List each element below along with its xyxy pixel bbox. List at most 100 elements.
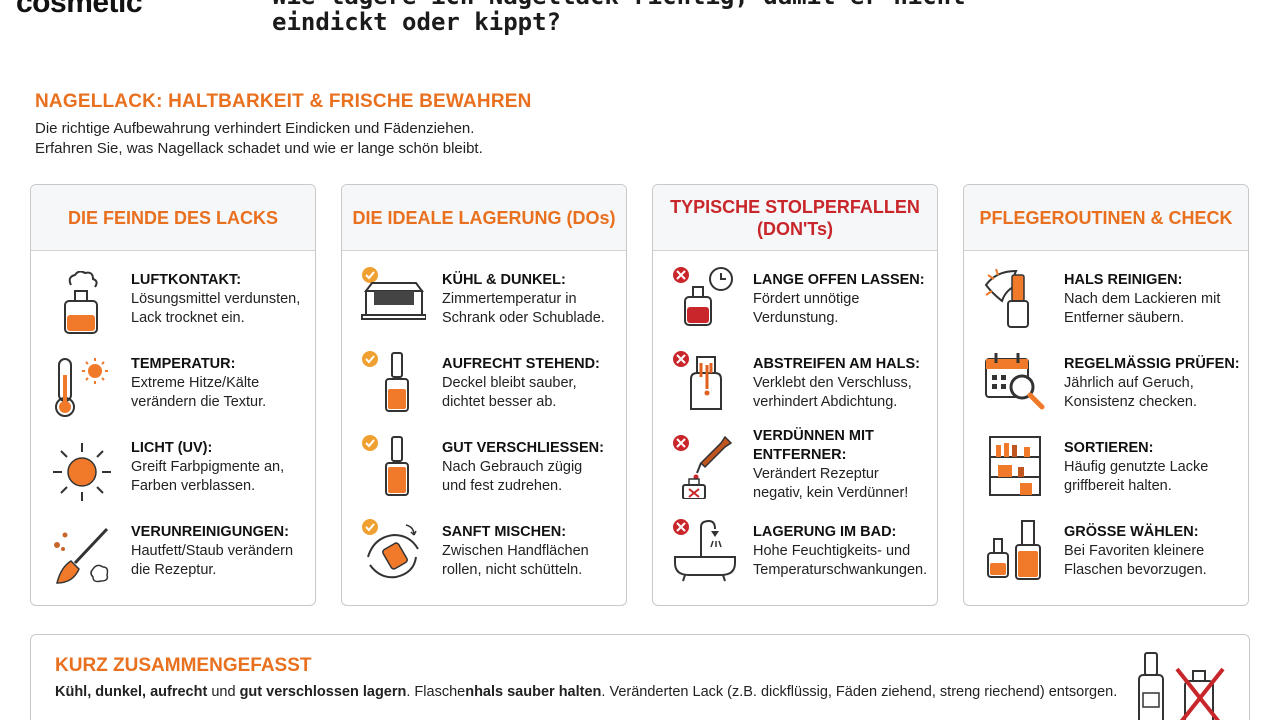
intro-line-1: Die richtige Aufbewahrung verhindert Ein… [35,120,475,137]
item-text: Flaschen bevorzugen. [1064,562,1207,578]
summary-bold: Kühl, [55,684,92,700]
item-text: Hohe Feuchtigkeits- und [753,543,911,559]
list-item: SANFT MISCHEN: Zwischen Handflächen rollen… [342,517,626,597]
drawer-icon [361,267,426,320]
item-title: SORTIEREN: [1064,440,1154,456]
item-title: ENTFERNER: [753,447,847,463]
shelf-icon [989,436,1041,496]
page-title-line-2: eindickt oder kippt? [272,8,561,36]
infographic-title: NAGELLACK: HALTBARKEIT & FRISCHE BEWAHRE… [35,91,532,112]
item-text: Jährlich auf Geruch, [1064,375,1194,391]
item-text: Schrank oder Schublade. [442,310,605,326]
card-heading-line-1: TYPISCHE STOLPERFALLEN [670,196,920,217]
closed-bottle-icon [362,435,409,496]
item-title: KÜHL & DUNKEL: [442,272,566,288]
item-title: LAGERUNG IM BAD: [753,524,897,540]
item-title: TEMPERATUR: [131,356,236,372]
list-item: AUFRECHT STEHEND: Deckel bleibt sauber, di… [342,349,626,429]
intro-line-2: Erfahren Sie, was Nagellack schadet und … [35,140,483,157]
card-pitfalls: TYPISCHE STOLPERFALLEN (DON'Ts) LANGE OFF… [652,184,938,606]
summary-bold: aufrecht [150,684,208,700]
list-item: ABSTREIFEN AM HALS: Verklebt den Verschlu… [653,349,937,429]
item-text: Temperaturschwankungen. [753,562,928,578]
item-title: LANGE OFFEN LASSEN: [753,272,925,288]
summary-box: KURZ ZUSAMMENGEFASST Kühl, dunkel, aufre… [30,634,1250,720]
summary-bottles-icon [1138,652,1225,720]
item-text: Greift Farbpigmente an, [131,459,285,475]
upright-bottle-icon [362,351,409,412]
item-text: rollen, nicht schütteln. [442,562,583,578]
summary-bold: dunkel, [95,684,147,700]
bottle-clock-icon [673,267,733,326]
item-title: GUT VERSCHLIESSEN: [442,440,604,456]
item-title: AUFRECHT STEHEND: [442,356,600,372]
brand-logo[interactable]: cosmetic [16,0,143,19]
card-heading-line-2: (DON'Ts) [757,218,833,239]
list-item: GRÖSSE WÄHLEN: Bei Favoriten kleinere Flas… [964,517,1248,597]
item-text: Entferner säubern. [1064,310,1185,326]
list-item: LAGERUNG IM BAD: Hohe Feuchtigkeits- und T… [653,517,937,597]
thermometer-icon [55,358,108,417]
summary-bold: gut verschlossen lagern [239,684,407,700]
item-text: Extreme Hitze/Kälte [131,375,260,391]
card-heading: DIE IDEALE LAGERUNG (DOs) [342,185,626,251]
item-text: Hautfett/Staub verändern [131,543,294,559]
item-title: ABSTREIFEN AM HALS: [753,356,921,372]
item-text: und fest zudrehen. [442,478,563,494]
item-text: griffbereit halten. [1064,478,1172,494]
drip-neck-icon [673,351,722,410]
item-text: Lack trocknet ein. [131,310,245,326]
card-heading: DIE FEINDE DES LACKS [31,185,315,251]
dropper-icon [673,435,733,499]
item-title: GRÖSSE WÄHLEN: [1064,524,1199,540]
item-text: Verdunstung. [753,310,839,326]
item-text: Konsistenz checken. [1064,394,1197,410]
item-text: Nach Gebrauch zügig [442,459,583,475]
bottle-sizes-icon [987,520,1041,580]
brush-dirt-icon [54,527,109,584]
item-text: Lösungsmittel verdunsten, [131,291,301,307]
item-text: Zimmertemperatur in [442,291,577,307]
list-item: REGELMÄSSIG PRÜFEN: Jährlich auf Geruch, K… [964,349,1248,429]
list-item: VERDÜNNEN MIT ENTFERNER: Verändert Rezeptu… [653,428,937,513]
summary-plain: . Veränderten Lack (z.B. dickflüssig, Fä… [601,684,1118,700]
summary-title: KURZ ZUSAMMENGEFASST [55,655,312,676]
list-item: LUFTKONTAKT: Lösungsmittel verdunsten, Lac… [31,271,315,351]
item-title: VERUNREINIGUNGEN: [131,524,289,540]
card-enemies: DIE FEINDE DES LACKS LUFTKONTAKT: Lösungs… [30,184,316,606]
list-item: SORTIEREN: Häufig genutzte Lacke griffbere… [964,433,1248,513]
cleaning-neck-icon [984,268,1029,328]
open-bottle-icon [64,271,98,334]
item-text: Zwischen Handflächen [442,543,589,559]
list-item: VERUNREINIGUNGEN: Hautfett/Staub veränder… [31,523,315,603]
item-text: Bei Favoriten kleinere [1064,543,1205,559]
card-heading: TYPISCHE STOLPERFALLEN (DON'Ts) [653,185,937,251]
list-item: LICHT (UV): Greift Farbpigmente an, Farben… [31,439,315,519]
sun-icon [53,443,111,501]
item-text: verhindert Abdichtung. [753,394,898,410]
item-text: Nach dem Lackieren mit [1064,291,1221,307]
item-text: Farben verblassen. [131,478,256,494]
item-title: LICHT (UV): [131,440,213,456]
item-text: Verklebt den Verschluss, [753,375,912,391]
summary-text: Kühl, dunkel, aufrecht und gut verschlos… [55,684,1117,700]
item-text: negativ, kein Verdünner! [753,485,909,501]
summary-bold: nhals sauber halten [465,684,602,700]
item-title: REGELMÄSSIG PRÜFEN: [1064,356,1240,372]
summary-plain: und [211,684,236,700]
summary-plain: . Flasche [406,684,466,700]
card-heading: PFLEGEROUTINEN & CHECK [964,185,1248,251]
item-text: Deckel bleibt sauber, [442,375,577,391]
bathtub-icon [673,519,736,582]
card-ideal-storage: DIE IDEALE LAGERUNG (DOs) KÜHL & DUNKEL:… [341,184,627,606]
item-text: Fördert unnötige [753,291,860,307]
item-text: die Rezeptur. [131,562,217,578]
list-item: KÜHL & DUNKEL: Zimmertemperatur in Schrank… [342,265,626,345]
list-item: LANGE OFFEN LASSEN: Fördert unnötige Verdu… [653,265,937,345]
card-care-routines: PFLEGEROUTINEN & CHECK HALS REINIGEN: Nac… [963,184,1249,606]
list-item: HALS REINIGEN: Nach dem Lackieren mit Entf… [964,265,1248,345]
infographic-intro: Die richtige Aufbewahrung verhindert Ein… [35,119,483,159]
item-text: dichtet besser ab. [442,394,557,410]
item-text: Häufig genutzte Lacke [1064,459,1209,475]
item-title: VERDÜNNEN MIT [753,428,874,444]
